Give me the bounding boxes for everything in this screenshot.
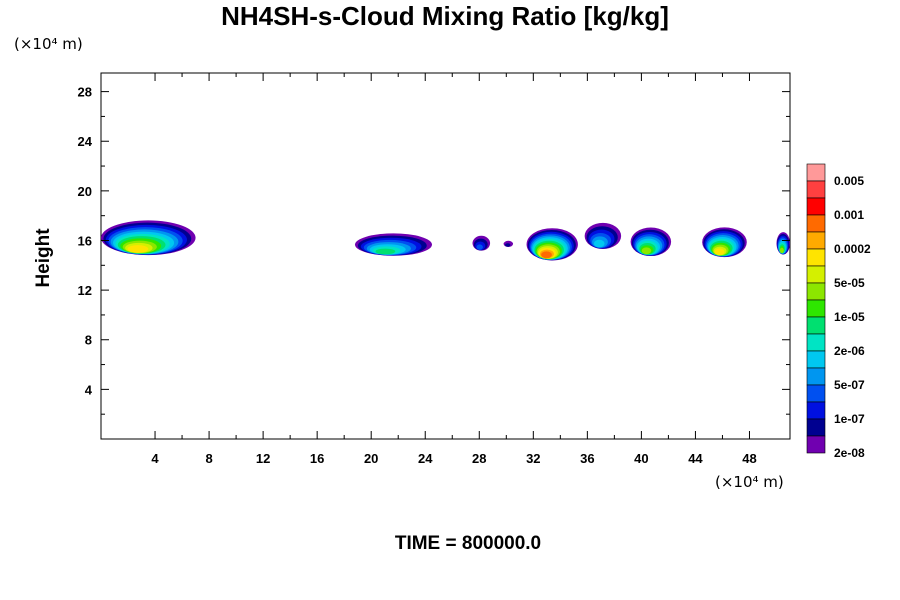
y-tick-label: 4 (85, 382, 93, 397)
cloud-patch (101, 220, 196, 256)
y-tick-label: 20 (78, 184, 92, 199)
cloud-contour-band (541, 251, 552, 259)
x-tick-label: 16 (310, 451, 324, 466)
x-tick-label: 20 (364, 451, 378, 466)
colorbar-label: 1e-05 (834, 310, 865, 324)
colorbar-swatch (806, 350, 826, 369)
cloud-contour-band (714, 248, 725, 256)
x-tick-label: 4 (151, 451, 159, 466)
cloud-patch (584, 222, 622, 249)
x-tick-label: 48 (742, 451, 756, 466)
colorbar-label: 1e-07 (834, 412, 865, 426)
colorbar-label: 5e-07 (834, 378, 865, 392)
colorbar-swatch (806, 316, 826, 335)
time-label: TIME = 800000.0 (395, 533, 541, 554)
x-tick-label: 28 (472, 451, 486, 466)
plot-frame (100, 72, 791, 440)
x-axis-ticks: 4 8 12 16 20 24 28 32 36 40 44 48 (151, 73, 757, 466)
y-axis-ticks: 4 8 12 16 20 24 28 (78, 85, 790, 415)
colorbar-swatch (806, 282, 826, 301)
x-axis-unit: (×10⁴ m) (715, 473, 784, 491)
y-axis-label: Height (33, 228, 54, 288)
y-tick-label: 8 (85, 333, 92, 348)
y-tick-label: 24 (78, 134, 93, 149)
colorbar-swatch (806, 248, 826, 267)
y-tick-label: 28 (78, 85, 92, 100)
x-tick-label: 40 (634, 451, 648, 466)
cloud-patch (354, 233, 432, 256)
cloud-contour-band (127, 245, 149, 253)
colorbar-label: 2e-06 (834, 344, 865, 358)
colorbar-swatch (806, 384, 826, 403)
x-tick-label: 32 (526, 451, 540, 466)
colorbar-label: 0.001 (834, 208, 864, 222)
cloud-contour-band (593, 239, 605, 248)
cloud-contour-band (375, 248, 396, 255)
colorbar-swatch (806, 180, 826, 199)
x-tick-label: 44 (688, 451, 703, 466)
x-tick-label: 12 (256, 451, 270, 466)
cloud-contour-band (476, 244, 483, 250)
cloud-patch (526, 228, 578, 261)
cloud-contour-band (641, 247, 652, 255)
colorbar-swatch (806, 418, 826, 437)
colorbar-swatch (806, 265, 826, 284)
colorbar-swatch (806, 231, 826, 250)
x-tick-label: 8 (205, 451, 212, 466)
cloud-patch (472, 235, 491, 251)
colorbar-label: 5e-05 (834, 276, 865, 290)
colorbar-swatch (806, 435, 826, 454)
colorbar-label: 2e-08 (834, 446, 865, 460)
y-axis-unit: (×10⁴ m) (14, 35, 83, 53)
x-tick-label: 36 (580, 451, 594, 466)
colorbar-swatch (806, 197, 826, 216)
colorbar: 0.005 0.001 0.0002 5e-05 1e-05 2e-06 5e-07 1e-0… (806, 163, 871, 460)
colorbar-swatch (806, 401, 826, 420)
x-tick-label: 24 (418, 451, 433, 466)
colorbar-label: 0.0002 (834, 242, 871, 256)
cloud-patch (630, 227, 672, 257)
chart-title: NH4SH-s-Cloud Mixing Ratio [kg/kg] (221, 1, 669, 31)
colorbar-swatch (806, 367, 826, 386)
y-tick-label: 12 (78, 283, 92, 298)
cloud-contour-band (505, 243, 511, 247)
cloud-patch (702, 227, 747, 258)
colorbar-label: 0.005 (834, 174, 864, 188)
cloud-patch (503, 240, 514, 248)
colorbar-swatch (806, 333, 826, 352)
cloud-layer (101, 220, 790, 261)
cloud-contour-band (779, 247, 784, 254)
y-tick-label: 16 (78, 233, 92, 248)
colorbar-swatch (806, 163, 826, 182)
colorbar-swatch (806, 214, 826, 233)
colorbar-swatch (806, 299, 826, 318)
cloud-patch (776, 232, 790, 255)
